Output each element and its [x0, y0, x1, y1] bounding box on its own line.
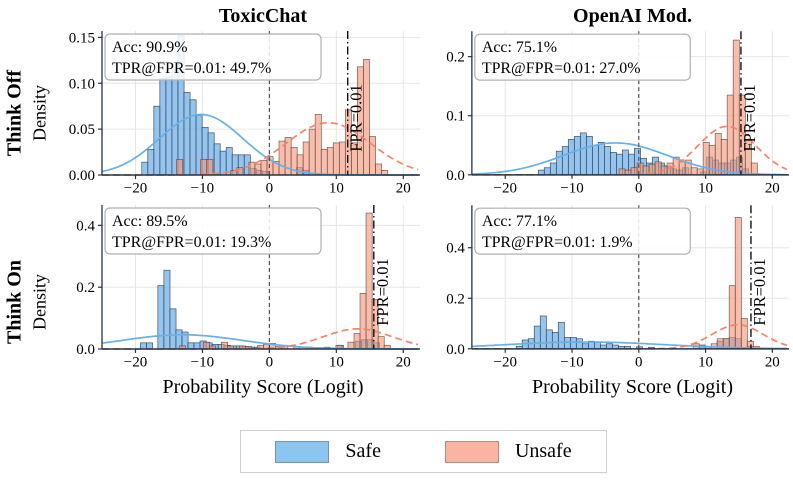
- y-tick-label: 0.0: [446, 342, 465, 358]
- legend-item-unsafe: Unsafe: [444, 440, 572, 463]
- y-tick-label: 0.2: [446, 50, 465, 66]
- density-axis-label: Density: [29, 85, 50, 141]
- think-on-label: Think On: [3, 260, 26, 344]
- think-off-label: Think Off: [3, 69, 26, 157]
- safe-kde-curve: [471, 142, 788, 176]
- y-tick-label: 0.2: [446, 291, 465, 307]
- x-tick-label: 20: [765, 180, 780, 196]
- fpr-line-label: FPR=0.01: [740, 84, 759, 151]
- x-tick-label: 0: [635, 180, 642, 196]
- x-tick-label: −20: [124, 181, 147, 197]
- row-label-think-on: Think On Density: [0, 200, 54, 404]
- unsafe-color-swatch: [444, 440, 499, 463]
- x-tick-label: −10: [191, 181, 214, 197]
- x-tick-label: 10: [329, 355, 344, 371]
- metrics-annotation: Acc: 77.1% TPR@FPR=0.01: 1.9%: [474, 207, 691, 255]
- chart-toxicchat-think-on: FPR=0.01 −20 −10 0 10 20 0.0 0.2 0.4 Acc: 89.5% TP…: [76, 205, 420, 371]
- chart-openai-think-on: FPR=0.01 −20 −10 0 10 20 0.0 0.2 0.4 Acc: 77.1% TP…: [446, 205, 790, 370]
- y-tick-label: 0.4: [446, 241, 465, 257]
- accuracy-text: Acc: 89.5%: [112, 213, 188, 230]
- y-tick-label: 0.2: [76, 280, 95, 296]
- axes: −20 −10 0 10 20 0.0 0.1 0.2: [446, 31, 790, 196]
- x-tick-label: 20: [396, 181, 411, 197]
- x-tick-label: 10: [329, 181, 344, 197]
- x-tick-label: −10: [191, 355, 214, 371]
- axes: −20 −10 0 10 20 0.0 0.2 0.4: [76, 205, 420, 371]
- fpr-line-label: FPR=0.01: [750, 258, 769, 325]
- x-tick-label: 0: [266, 355, 274, 371]
- y-tick-label: 0.1: [446, 109, 465, 125]
- y-tick-label: 0.15: [69, 30, 95, 46]
- fpr-line-label: FPR=0.01: [373, 258, 392, 326]
- figure-grid: ToxicChat OpenAI Mod. Think Off Density …: [0, 0, 793, 404]
- corner-spacer: [0, 0, 54, 26]
- metrics-annotation: Acc: 75.1% TPR@FPR=0.01: 27.0%: [474, 33, 691, 81]
- accuracy-text: Acc: 77.1%: [482, 213, 557, 230]
- metrics-annotation: Acc: 90.9% TPR@FPR=0.01: 49.7%: [104, 33, 322, 81]
- metrics-annotation: Acc: 89.5% TPR@FPR=0.01: 19.3%: [104, 207, 322, 255]
- y-tick-label: 0.4: [76, 218, 95, 234]
- legend: Safe Unsafe: [240, 430, 607, 473]
- legend-item-safe: Safe: [275, 440, 381, 463]
- axes: −20 −10 0 10 20 0.0 0.2 0.4: [446, 205, 790, 370]
- legend-label-safe: Safe: [345, 440, 381, 462]
- panel-toxicchat-think-on: FPR=0.01 −20 −10 0 10 20 0.0 0.2 0.4 Acc: 89.5% TP…: [54, 200, 424, 404]
- panel-openai-think-on: FPR=0.01 −20 −10 0 10 20 0.0 0.2 0.4 Acc: 77.1% TP…: [424, 200, 793, 404]
- fpr-line-label: FPR=0.01: [347, 84, 366, 152]
- panel-openai-think-off: FPR=0.01 −20 −10 0 10 20 0.0 0.1 0.2 Acc: 75.1% TP…: [424, 26, 793, 200]
- y-tick-label: 0.0: [446, 168, 465, 184]
- y-tick-label: 0.00: [69, 168, 95, 184]
- tpr-text: TPR@FPR=0.01: 1.9%: [482, 234, 633, 251]
- tpr-text: TPR@FPR=0.01: 49.7%: [112, 60, 271, 77]
- axes: −20 −10 0 10 20 0.00 0.05 0.10 0.15: [69, 30, 420, 197]
- tpr-text: TPR@FPR=0.01: 19.3%: [112, 234, 271, 251]
- safe-kde-curve: [471, 341, 788, 350]
- y-tick-label: 0.05: [69, 122, 95, 138]
- legend-container: Safe Unsafe: [0, 430, 793, 473]
- column-title-openai-mod: OpenAI Mod.: [573, 5, 692, 27]
- x-tick-label: 0: [266, 181, 274, 197]
- unsafe-kde-curve: [102, 121, 419, 176]
- safe-color-swatch: [275, 440, 330, 463]
- x-tick-label: 10: [698, 354, 713, 370]
- panel-toxicchat-think-off: FPR=0.01 −20 −10 0 10 20 0.00 0.05 0.10 0.15 Acc: …: [54, 26, 424, 200]
- tpr-text: TPR@FPR=0.01: 27.0%: [482, 60, 641, 77]
- x-tick-label: 20: [765, 354, 780, 370]
- accuracy-text: Acc: 75.1%: [482, 39, 557, 56]
- x-tick-label: 20: [396, 355, 411, 371]
- x-tick-label: −20: [494, 180, 517, 196]
- x-tick-label: −20: [494, 354, 517, 370]
- legend-label-unsafe: Unsafe: [514, 440, 572, 462]
- x-tick-label: 0: [635, 354, 642, 370]
- density-axis-label: Density: [29, 274, 50, 330]
- x-tick-label: −20: [124, 355, 147, 371]
- y-tick-label: 0.10: [69, 76, 95, 92]
- x-tick-label: −10: [560, 354, 583, 370]
- x-tick-label: 10: [698, 180, 713, 196]
- chart-openai-think-off: FPR=0.01 −20 −10 0 10 20 0.0 0.1 0.2 Acc: 75.1% TP…: [446, 31, 790, 196]
- y-tick-label: 0.0: [76, 342, 95, 358]
- safe-histogram: [140, 269, 380, 350]
- row-label-think-off: Think Off Density: [0, 26, 54, 200]
- x-axis-label: Probability Score (Logit): [162, 376, 364, 398]
- x-tick-label: −10: [560, 180, 583, 196]
- column-title-toxicchat: ToxicChat: [218, 5, 308, 27]
- x-axis-label: Probability Score (Logit): [531, 376, 734, 398]
- accuracy-text: Acc: 90.9%: [112, 39, 188, 56]
- chart-toxicchat-think-off: FPR=0.01 −20 −10 0 10 20 0.00 0.05 0.10 0.15 Acc: …: [69, 30, 420, 197]
